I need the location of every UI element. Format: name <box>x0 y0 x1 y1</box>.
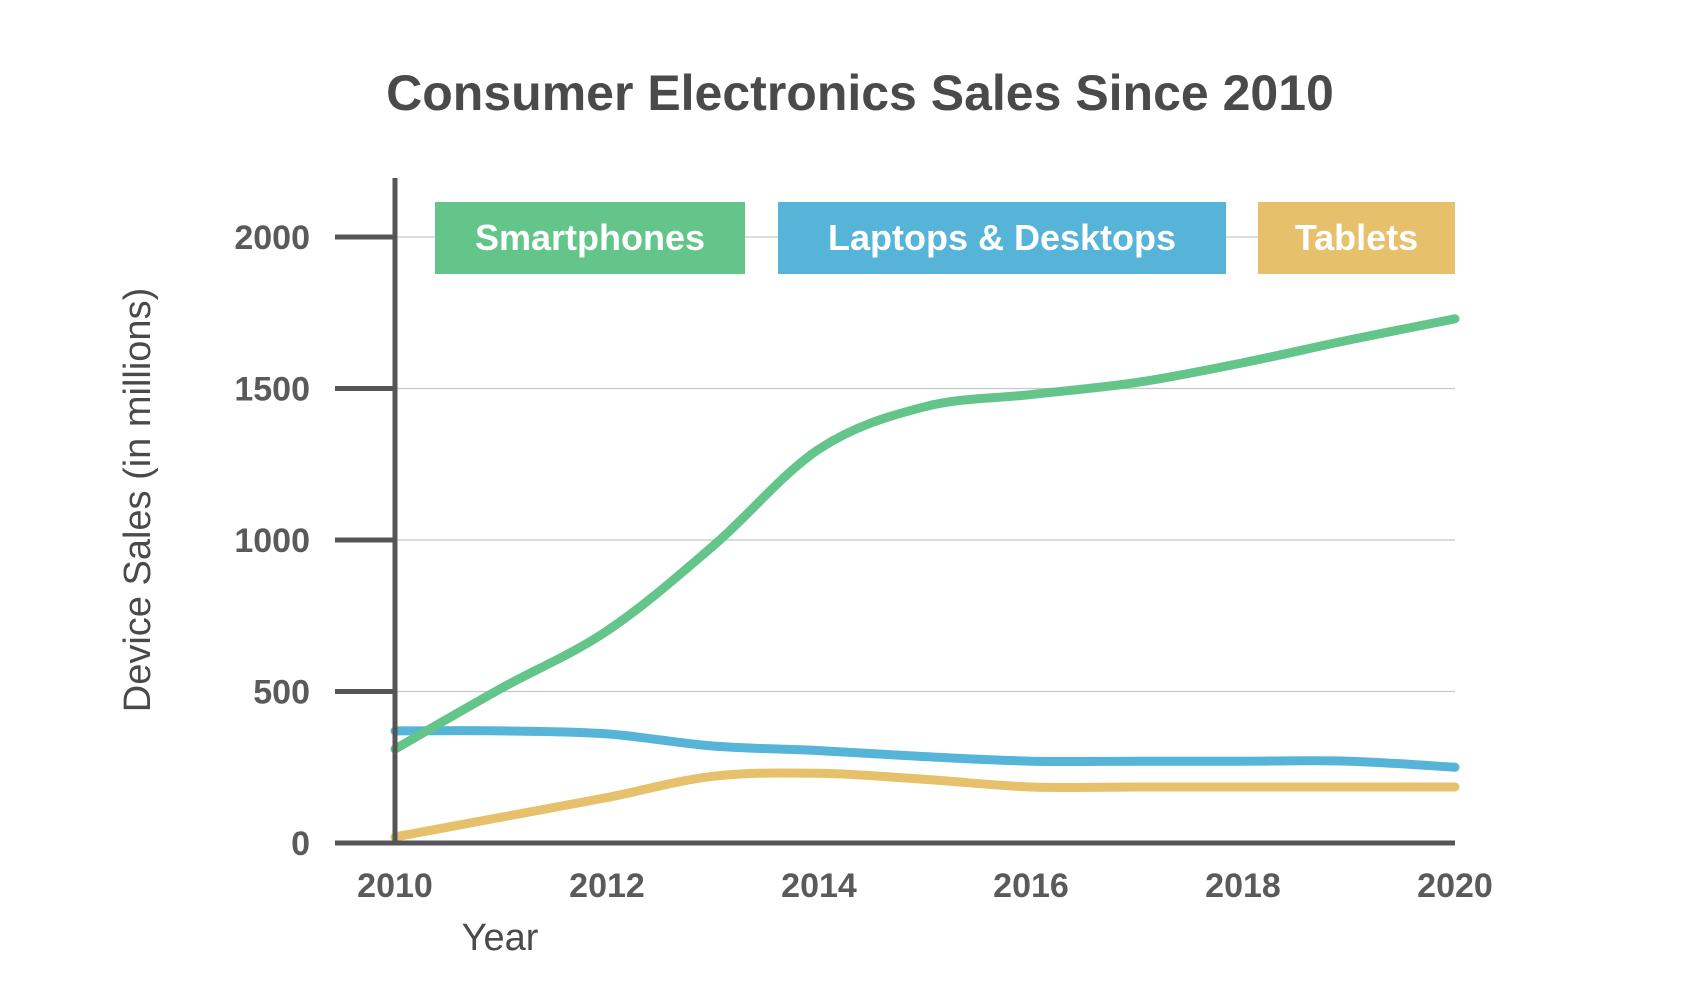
legend-swatch-tablets <box>1258 202 1455 274</box>
y-tick-label-2000: 2000 <box>234 219 310 257</box>
legend-label-laptops-desktops: Laptops & Desktops <box>828 217 1176 258</box>
legend: Smartphones Laptops & Desktops Tablets <box>435 202 1455 274</box>
x-tick-label-2020: 2020 <box>1417 867 1493 905</box>
x-tick-label-2010: 2010 <box>357 867 433 905</box>
series-line-laptops-desktops <box>390 726 1460 772</box>
y-axis-ticks: 0 500 1000 1500 2000 <box>234 219 395 863</box>
x-tick-label-2012: 2012 <box>569 867 645 905</box>
y-tick-label-0: 0 <box>291 825 310 863</box>
legend-swatch-laptops-desktops <box>778 202 1226 274</box>
y-tick-label-1000: 1000 <box>234 522 310 560</box>
legend-item-smartphones: Smartphones <box>435 202 745 274</box>
y-axis-label: Device Sales (in millions) <box>117 288 159 712</box>
chart-title: Consumer Electronics Sales Since 2010 <box>386 65 1334 121</box>
x-axis-label: Year <box>462 917 539 959</box>
x-tick-label-2014: 2014 <box>781 867 857 905</box>
x-tick-label-2018: 2018 <box>1205 867 1281 905</box>
series-lines <box>390 314 1460 842</box>
x-tick-label-2016: 2016 <box>993 867 1069 905</box>
x-axis-ticks: 2010 2012 2014 2016 2018 2020 <box>357 867 1493 905</box>
legend-label-smartphones: Smartphones <box>475 217 705 258</box>
series-line-smartphones <box>390 314 1460 754</box>
series-line-tablets <box>390 768 1460 842</box>
legend-label-tablets: Tablets <box>1295 217 1418 258</box>
grid-lines <box>395 236 1455 693</box>
legend-item-tablets: Tablets <box>1258 202 1455 274</box>
legend-item-laptops-desktops: Laptops & Desktops <box>778 202 1226 274</box>
y-tick-label-500: 500 <box>253 674 310 712</box>
axes <box>335 178 1455 846</box>
y-tick-label-1500: 1500 <box>234 371 310 409</box>
legend-swatch-smartphones <box>435 202 745 274</box>
